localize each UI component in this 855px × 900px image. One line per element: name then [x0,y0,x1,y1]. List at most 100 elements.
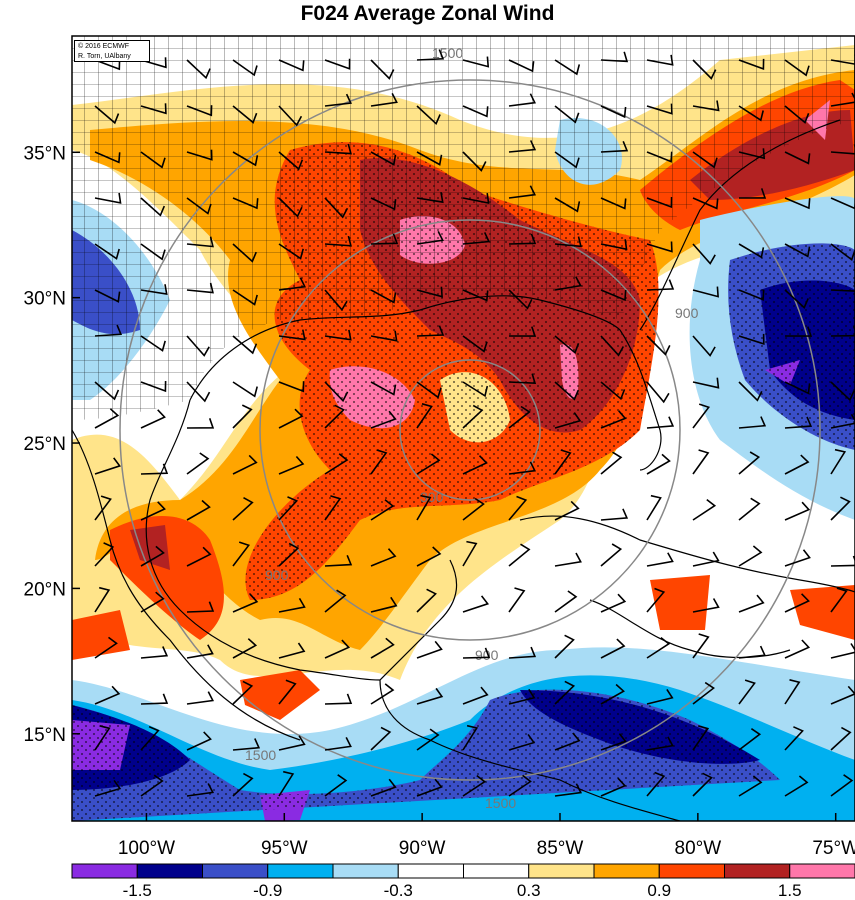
wind-barb [830,448,847,475]
wind-barb [646,335,671,356]
lat-tick-label: 25°N [24,434,66,455]
wind-barb [646,416,675,429]
wind-barb [692,286,719,298]
wind-barb [140,284,168,295]
wind-barb [186,418,215,429]
wind-barb [692,335,716,357]
wind-barb [232,335,258,355]
wind-barb [830,726,852,751]
wind-barb [278,105,303,127]
wind-barb [186,149,213,161]
wind-barb [370,233,399,245]
wind-barb [462,686,489,705]
wind-barb [692,197,719,210]
wind-barb [232,680,254,705]
latitude-axis: 35°N 30°N 25°N 20°N 15°N [24,143,80,746]
wind-barb [416,640,443,659]
wind-barb [94,289,121,303]
wind-barb [692,377,720,389]
wind-barb [600,508,629,521]
wind-barb [830,281,855,292]
wind-barb [600,683,625,705]
wind-barb [600,197,627,210]
wind-barb [370,726,392,751]
wind-barb [784,416,813,429]
wind-barb [784,639,811,659]
mexico-darkred-zone [130,525,170,570]
wind-barb [324,554,353,567]
wind-barb [278,381,305,393]
wind-barb [554,276,582,291]
wind-barb [830,496,851,521]
wind-barb [324,737,352,751]
wind-barb [784,59,810,77]
wind-barb [324,453,349,475]
wind-barb [370,197,397,211]
colorbar-swatch [267,863,334,879]
wind-barb [646,241,673,253]
wind-barb [416,546,442,567]
wind-barb [278,496,299,521]
wind-barb [646,381,670,404]
wind-barb [692,498,717,521]
wind-barb [232,404,253,429]
wind-barb [232,105,258,124]
wind-barb [600,239,628,251]
wind-barb [186,197,212,215]
wind-barb [278,770,295,797]
wind-barb [738,188,767,199]
wind-barb [232,593,259,613]
wind-barb [738,775,763,797]
wind-barb [554,552,582,567]
wind-barb [186,335,210,357]
wind-barb [232,289,258,306]
wind-barb [830,92,855,107]
colorbar-label: 0.3 [517,881,541,900]
wind-barb [554,151,580,169]
wind-barb [554,680,576,705]
wind-barb [278,455,305,475]
wind-barb [738,148,766,160]
lat-tick-label: 35°N [24,143,66,164]
wind-barb [554,783,583,797]
wind-barb [784,501,811,521]
wind-barb [186,731,212,751]
wind-barb [692,449,710,475]
wind-barb [830,243,855,262]
caribbean-red-zone [650,575,710,630]
wind-barb [370,778,397,797]
wind-barb [416,49,445,61]
wind-barb [600,289,627,302]
colorbar-swatch [71,863,138,879]
wind-barb [738,289,765,301]
wind-barb [508,688,536,705]
wind-barb [508,733,536,751]
wind-barb [692,681,715,705]
wind-barb [232,496,254,521]
wind-barb [462,151,487,172]
wind-barb [830,54,855,65]
wind-barb [646,587,666,613]
wind-barb [738,545,763,567]
wind-barb [462,497,485,521]
wind-barb [462,455,488,475]
wind-barb [462,105,489,118]
wind-barb [784,549,811,567]
colorbar-swatch [397,863,464,879]
wind-barb [692,725,710,751]
wind-barb [370,93,398,107]
stipple-atlantic [728,243,855,450]
wind-barb [140,646,169,659]
wind-barb [508,587,526,613]
wind-barb [646,196,673,209]
wind-barb [94,685,121,705]
wind-barb [600,638,626,659]
wind-barb [784,726,804,751]
colorbar: -1.5 -0.9 -0.3 0.3 0.9 1.5 [71,863,855,900]
wind-barb [508,289,533,310]
wind-barb [738,58,765,71]
wind-barb [94,192,122,204]
wind-barb [646,151,673,163]
wind-barb [232,541,251,567]
ring-label-900-c: 900 [675,305,699,321]
